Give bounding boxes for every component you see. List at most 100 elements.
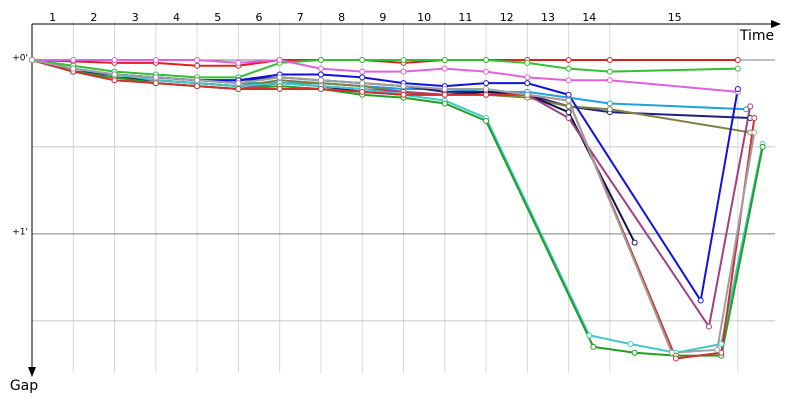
point bbox=[276, 56, 283, 63]
point bbox=[565, 56, 572, 63]
point bbox=[565, 91, 572, 98]
point bbox=[359, 68, 366, 75]
point bbox=[276, 74, 283, 81]
point bbox=[359, 56, 366, 63]
point bbox=[235, 59, 242, 66]
point bbox=[606, 56, 613, 63]
point bbox=[317, 65, 324, 72]
point bbox=[317, 71, 324, 78]
point bbox=[111, 56, 118, 63]
x-tick-label: 3 bbox=[132, 11, 139, 24]
point bbox=[734, 65, 741, 72]
point bbox=[718, 341, 725, 348]
x-axis-label: Time bbox=[739, 28, 774, 44]
point bbox=[565, 114, 572, 121]
point bbox=[627, 341, 634, 348]
x-tick-label: 9 bbox=[379, 11, 386, 24]
point bbox=[194, 56, 201, 63]
point bbox=[70, 56, 77, 63]
x-tick-label: 8 bbox=[338, 11, 345, 24]
x-tick-label: 4 bbox=[173, 11, 180, 24]
point bbox=[317, 85, 324, 92]
point bbox=[751, 129, 758, 136]
point bbox=[70, 65, 77, 72]
point bbox=[194, 83, 201, 90]
point bbox=[235, 85, 242, 92]
point bbox=[734, 56, 741, 63]
point bbox=[759, 143, 766, 150]
point bbox=[586, 332, 593, 339]
point bbox=[524, 59, 531, 66]
x-tick-label: 7 bbox=[297, 11, 304, 24]
x-tick-label: 12 bbox=[500, 11, 514, 24]
point bbox=[441, 91, 448, 98]
point bbox=[668, 349, 675, 356]
point bbox=[697, 297, 704, 304]
point bbox=[194, 62, 201, 69]
point bbox=[747, 103, 754, 110]
point bbox=[524, 74, 531, 81]
point bbox=[29, 56, 35, 63]
point bbox=[705, 323, 712, 330]
series-line bbox=[31, 58, 738, 79]
point bbox=[524, 80, 531, 87]
point bbox=[524, 91, 531, 98]
series-line bbox=[32, 58, 738, 93]
x-tick-label: 6 bbox=[256, 11, 263, 24]
point bbox=[359, 80, 366, 87]
series-line bbox=[31, 59, 752, 328]
point bbox=[152, 56, 159, 63]
point bbox=[590, 343, 597, 350]
point bbox=[672, 355, 679, 362]
point bbox=[743, 106, 750, 113]
point bbox=[235, 80, 242, 87]
point bbox=[276, 85, 283, 92]
point bbox=[400, 91, 407, 98]
point bbox=[565, 65, 572, 72]
point bbox=[714, 346, 721, 353]
point bbox=[400, 56, 407, 63]
y-axis-arrow bbox=[28, 367, 36, 377]
x-tick-label: 5 bbox=[214, 11, 221, 24]
y-tick-label: +1' bbox=[12, 227, 28, 237]
x-tick-label: 13 bbox=[541, 11, 555, 24]
point bbox=[152, 74, 159, 81]
point bbox=[441, 65, 448, 72]
y-tick-label: +0' bbox=[12, 53, 28, 63]
y-axis-label: Gap bbox=[10, 378, 38, 394]
x-tick-label: 14 bbox=[582, 11, 596, 24]
point bbox=[400, 68, 407, 75]
x-tick-label: 1 bbox=[49, 11, 56, 24]
point bbox=[606, 106, 613, 113]
point bbox=[483, 56, 490, 63]
point bbox=[111, 77, 118, 84]
point bbox=[734, 85, 741, 92]
point bbox=[631, 239, 638, 246]
point bbox=[441, 100, 448, 107]
x-tick-label: 10 bbox=[417, 11, 431, 24]
x-tick-label: 11 bbox=[458, 11, 472, 24]
point bbox=[718, 349, 725, 356]
point bbox=[317, 77, 324, 84]
point bbox=[359, 74, 366, 81]
point bbox=[565, 77, 572, 84]
point bbox=[441, 56, 448, 63]
point bbox=[565, 103, 572, 110]
point bbox=[483, 91, 490, 98]
point bbox=[483, 68, 490, 75]
point bbox=[400, 83, 407, 90]
x-axis-arrow bbox=[771, 20, 781, 28]
point bbox=[606, 77, 613, 84]
point bbox=[359, 88, 366, 95]
point bbox=[751, 114, 758, 121]
point bbox=[317, 56, 324, 63]
point bbox=[111, 71, 118, 78]
point bbox=[606, 68, 613, 75]
point bbox=[483, 80, 490, 87]
point bbox=[483, 117, 490, 124]
point bbox=[152, 80, 159, 87]
series-line bbox=[31, 59, 756, 354]
x-tick-label: 15 bbox=[668, 11, 682, 24]
point bbox=[565, 97, 572, 104]
